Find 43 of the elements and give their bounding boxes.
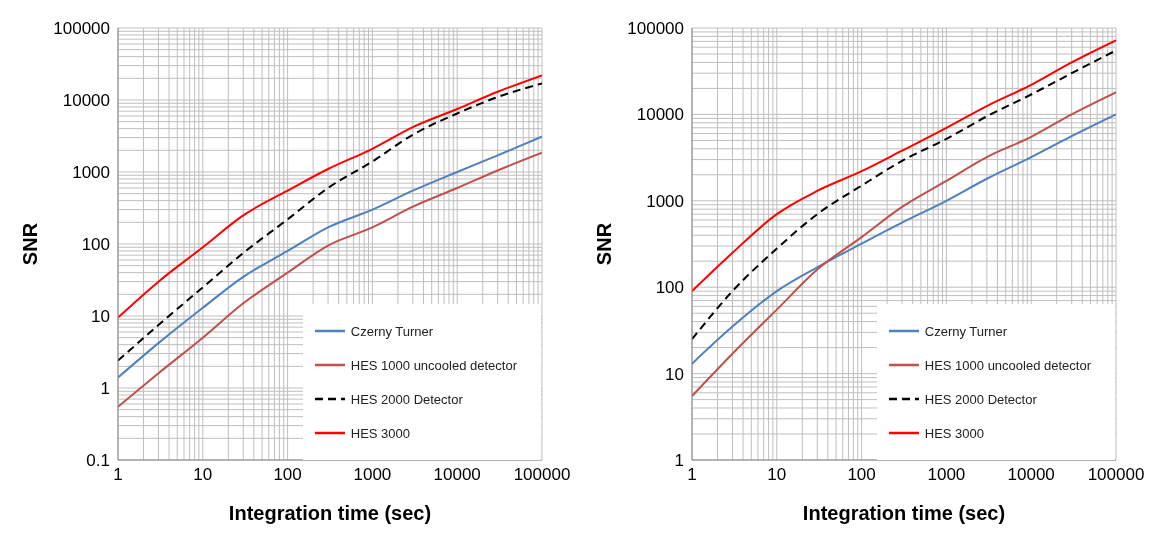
y-tick-label: 1000 — [646, 191, 684, 211]
legend-label: HES 3000 — [924, 425, 985, 441]
x-tick-label: 100000 — [1087, 465, 1145, 485]
line-series — [118, 82, 542, 362]
x-tick-label: 10000 — [433, 465, 481, 485]
line-series — [118, 135, 542, 379]
x-tick-label: 10000 — [1007, 465, 1055, 485]
line-series — [692, 39, 1116, 293]
x-axis-title: Integration time (sec) — [802, 502, 1006, 524]
y-tick-label: 1 — [674, 451, 684, 471]
legend-label: Czerny Turner — [924, 323, 1008, 339]
y-tick-label: 10000 — [62, 91, 110, 111]
y-tick-label: 100 — [81, 235, 110, 255]
y-axis-title: SNR — [593, 222, 616, 266]
x-tick-label: 10 — [193, 465, 213, 485]
line-series — [118, 151, 542, 408]
x-axis-title: Integration time (sec) — [228, 502, 432, 524]
y-tick-label: 100 — [655, 278, 684, 298]
legend-label: Czerny Turner — [350, 323, 434, 339]
y-tick-label: 10000 — [636, 105, 684, 125]
line-series — [692, 49, 1116, 341]
legend-label: HES 1000 uncooled detector — [924, 357, 1091, 373]
x-tick-label: 10 — [767, 465, 787, 485]
legend-label: HES 2000 Detector — [350, 391, 463, 407]
y-tick-label: 100000 — [627, 19, 684, 39]
y-tick-label: 0.1 — [86, 451, 110, 471]
x-tick-label: 1 — [113, 465, 123, 485]
x-tick-label: 1000 — [927, 465, 966, 485]
y-tick-label: 1 — [100, 379, 110, 399]
legend-label: HES 2000 Detector — [924, 391, 1037, 407]
line-series — [118, 74, 542, 319]
y-tick-label: 10 — [91, 307, 110, 327]
y-tick-label: 1000 — [72, 163, 110, 183]
x-tick-label: 1000 — [353, 465, 392, 485]
legend-label: HES 3000 — [350, 425, 411, 441]
y-tick-label: 100000 — [53, 19, 110, 39]
y-tick-label: 10 — [665, 364, 684, 384]
legend-label: HES 1000 uncooled detector — [350, 357, 517, 373]
x-tick-label: 100 — [273, 465, 302, 485]
x-tick-label: 1 — [687, 465, 697, 485]
y-axis-title: SNR — [19, 222, 42, 266]
x-tick-label: 100 — [847, 465, 876, 485]
x-tick-label: 100000 — [513, 465, 571, 485]
